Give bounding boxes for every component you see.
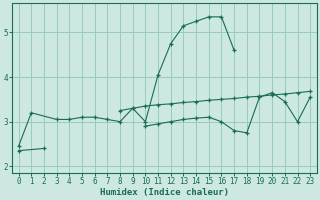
X-axis label: Humidex (Indice chaleur): Humidex (Indice chaleur) bbox=[100, 188, 229, 197]
